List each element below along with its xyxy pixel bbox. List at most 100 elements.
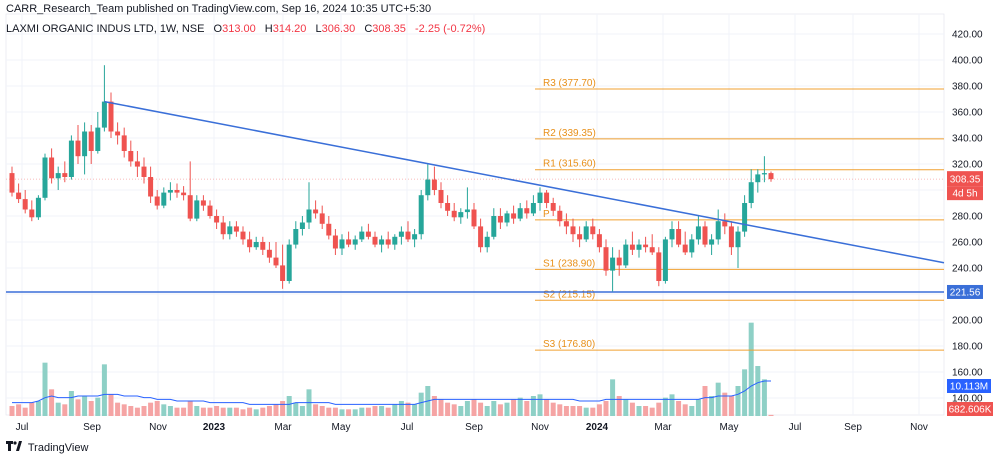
volume-bar — [405, 402, 411, 416]
candle-body — [35, 197, 41, 218]
candle-body — [174, 190, 180, 193]
volume-bar — [194, 406, 200, 416]
volume-bar — [702, 386, 708, 416]
volume-bar — [220, 407, 226, 416]
pivot-label: S3 (176.80) — [543, 339, 595, 350]
pivot-label: P — [543, 209, 550, 220]
volume-bar — [464, 401, 470, 416]
pivot-label: R1 (315.60) — [543, 159, 596, 170]
volume-bar — [577, 406, 583, 416]
time-axis-label: Sep — [465, 422, 483, 433]
candle-body — [530, 203, 536, 214]
candle-body — [313, 209, 319, 214]
candle-body — [9, 173, 15, 193]
candle-body — [240, 231, 246, 240]
symbol-legend: LAXMI ORGANIC INDUS LTD, 1W, NSE O313.00… — [6, 23, 485, 35]
candle-body — [161, 192, 167, 206]
candle-body — [656, 252, 662, 281]
candle-body — [458, 212, 464, 218]
volume-bar — [722, 392, 728, 416]
footer-brand-label: TradingView — [27, 442, 89, 454]
volume-ma-badge — [947, 379, 991, 393]
price-axis-label: 200.00 — [952, 316, 983, 327]
candle-body — [273, 257, 279, 266]
volume-bar — [676, 401, 682, 416]
volume-bar — [715, 382, 721, 416]
candle-body — [709, 239, 715, 245]
candle-body — [101, 101, 107, 128]
volume-bar — [346, 409, 352, 416]
volume-bar — [398, 401, 404, 416]
candle-body — [702, 226, 708, 245]
candle-body — [365, 231, 371, 237]
pivot-label: R2 (339.35) — [543, 128, 596, 139]
volume-label: 682.606K — [949, 405, 992, 416]
volume-bar — [524, 401, 530, 416]
volume-bar — [42, 362, 48, 416]
volume-bar — [662, 397, 668, 416]
candle-body — [412, 234, 418, 240]
candle-body — [590, 226, 596, 235]
candle-body — [42, 157, 48, 198]
volume-bar — [227, 407, 233, 416]
candle-body — [643, 244, 649, 248]
candle-body — [768, 173, 774, 180]
candle-body — [623, 244, 629, 266]
volume-bar — [458, 406, 464, 416]
candle-body — [616, 257, 622, 266]
volume-bar — [62, 404, 68, 416]
volume-bar — [563, 406, 569, 416]
pivot-label: S2 (215.15) — [543, 289, 595, 300]
volume-bar — [623, 399, 629, 416]
volume-bar — [167, 406, 173, 416]
volume-bar — [557, 404, 563, 416]
candle-body — [95, 127, 101, 151]
volume-bar — [273, 404, 279, 416]
time-axis-label: May — [332, 422, 351, 433]
candle-body — [148, 177, 154, 197]
volume-bar — [392, 404, 398, 416]
volume-bar — [68, 391, 74, 416]
open-value: 313.00 — [222, 23, 256, 35]
price-axis-label: 380.00 — [952, 82, 983, 93]
time-axis-label: Jul — [789, 422, 802, 433]
volume-bar — [478, 402, 484, 416]
candle-body — [517, 208, 523, 219]
support-badge — [947, 284, 983, 299]
volume-bar — [669, 394, 675, 416]
candle-body — [16, 192, 22, 200]
candle-body — [121, 135, 127, 151]
volume-bar — [148, 402, 154, 416]
time-axis-label: Jul — [401, 422, 414, 433]
candle-body — [207, 205, 213, 216]
candle-body — [537, 192, 543, 203]
candle-body — [603, 247, 609, 271]
volume-bar — [735, 386, 741, 416]
volume-bar — [16, 404, 22, 416]
candle-body — [332, 235, 338, 249]
candle-body — [570, 226, 576, 235]
candle-body — [22, 199, 28, 210]
volume-bar — [29, 402, 35, 416]
volume-bar — [128, 406, 134, 416]
volume-bar — [583, 407, 589, 416]
volume-bar — [141, 406, 147, 416]
volume-bar — [22, 407, 28, 416]
volume-bar — [365, 407, 371, 416]
candle-body — [141, 166, 147, 177]
volume-bar — [643, 406, 649, 416]
volume-bar — [154, 401, 160, 416]
candle-body — [181, 192, 187, 196]
volume-bar — [636, 406, 642, 416]
price-axis-label: 360.00 — [952, 108, 983, 119]
price-axis-label: 180.00 — [952, 342, 983, 353]
candle-body — [128, 151, 134, 162]
candle-body — [29, 209, 35, 218]
candle-body — [484, 236, 490, 248]
volume-bar — [570, 406, 576, 416]
candle-body — [260, 242, 266, 250]
volume-bar — [101, 364, 107, 416]
candle-body — [478, 226, 484, 248]
